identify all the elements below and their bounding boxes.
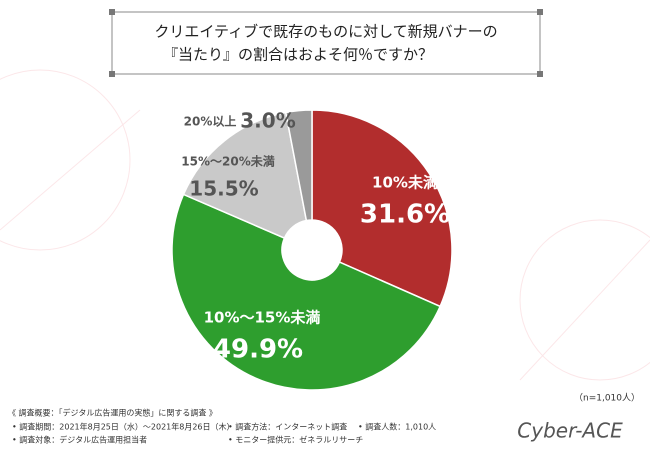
pie-slice: [171, 193, 442, 391]
value-label: 31.6%: [360, 200, 450, 230]
footer-item: • 調査人数：1,010人: [358, 422, 436, 432]
sample-note: （n=1,010人）: [574, 393, 640, 404]
footer-item: • モニター提供元：ゼネラルリサーチ: [228, 435, 363, 445]
footer-item: • 調査期間：2021年8月25日（水）〜2021年8月26日（木）: [12, 422, 235, 432]
logo: Cyber-ACE: [517, 419, 623, 443]
value-label: 3.0%: [240, 109, 295, 133]
value-label: 15.5%: [189, 177, 258, 201]
footer-item: • 調査方法：インターネット調査: [228, 422, 347, 432]
chart-title: 『当たり』の割合はおよそ何％ですか？: [163, 46, 433, 64]
footer-heading: 《 調査概要：「デジタル広告運用の実態」に関する調査 》: [8, 408, 217, 418]
value-label: 49.9%: [213, 335, 303, 365]
pie-slice: [284, 109, 313, 222]
background-decoration: [0, 69, 650, 381]
box-corner: [109, 71, 115, 77]
category-label: 10%〜15%未満: [204, 309, 321, 327]
category-label: 20%以上: [184, 114, 237, 129]
footer-item: • 調査対象：デジタル広告運用担当者: [12, 435, 147, 445]
pie-slice: [182, 111, 308, 240]
chart-title: クリエイティブで既存のものに対して新規バナーの: [154, 23, 497, 41]
category-label: 10%未満: [372, 174, 438, 192]
category-label: 15%〜20%未満: [181, 154, 274, 169]
pie-slice: [311, 109, 453, 308]
box-corner: [109, 9, 115, 15]
box-corner: [537, 71, 543, 77]
box-corner: [537, 9, 543, 15]
title-box: [111, 11, 541, 75]
